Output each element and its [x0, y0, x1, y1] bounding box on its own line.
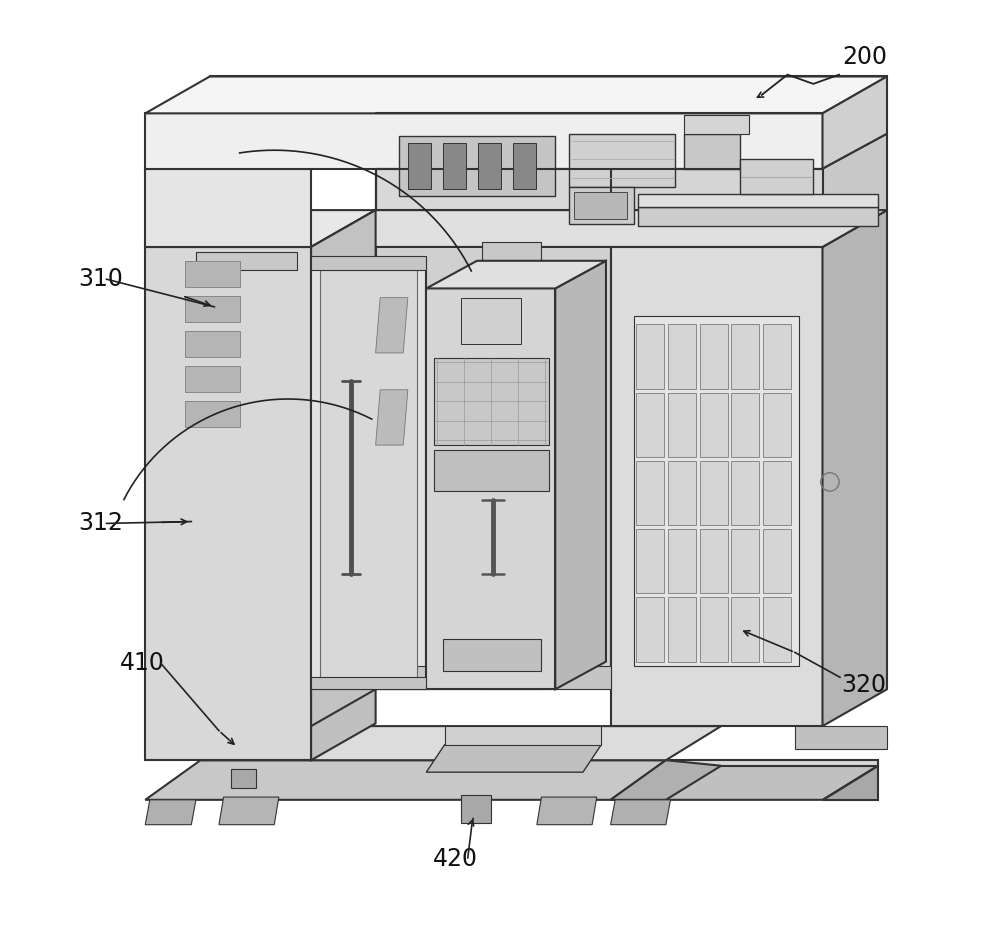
Polygon shape — [700, 529, 728, 593]
Polygon shape — [434, 358, 549, 445]
Polygon shape — [763, 324, 791, 388]
Polygon shape — [636, 529, 664, 593]
Polygon shape — [668, 597, 696, 662]
Polygon shape — [376, 389, 408, 445]
Polygon shape — [426, 744, 601, 772]
Polygon shape — [638, 194, 878, 208]
Polygon shape — [145, 113, 823, 169]
Polygon shape — [311, 256, 426, 270]
Polygon shape — [311, 678, 426, 690]
Polygon shape — [219, 797, 279, 825]
Text: 410: 410 — [120, 652, 165, 676]
Polygon shape — [185, 331, 240, 357]
Polygon shape — [445, 726, 601, 744]
Polygon shape — [763, 461, 791, 526]
Text: 200: 200 — [842, 45, 887, 70]
Polygon shape — [145, 760, 666, 800]
Polygon shape — [668, 461, 696, 526]
Polygon shape — [636, 392, 664, 457]
Polygon shape — [145, 77, 887, 113]
Polygon shape — [636, 597, 664, 662]
Polygon shape — [731, 597, 759, 662]
Text: 310: 310 — [78, 267, 123, 291]
Polygon shape — [731, 529, 759, 593]
Polygon shape — [763, 392, 791, 457]
Polygon shape — [231, 769, 256, 788]
Polygon shape — [461, 298, 521, 344]
Polygon shape — [555, 260, 606, 690]
Polygon shape — [823, 766, 878, 800]
Polygon shape — [311, 210, 887, 247]
Polygon shape — [443, 639, 541, 671]
Polygon shape — [426, 288, 555, 690]
Polygon shape — [376, 298, 408, 353]
Polygon shape — [700, 597, 728, 662]
Polygon shape — [376, 169, 611, 210]
Polygon shape — [408, 143, 431, 189]
Polygon shape — [763, 529, 791, 593]
Polygon shape — [611, 169, 823, 210]
Polygon shape — [731, 324, 759, 388]
Text: 312: 312 — [78, 512, 123, 536]
Polygon shape — [740, 159, 813, 194]
Polygon shape — [731, 461, 759, 526]
Polygon shape — [320, 270, 417, 680]
Polygon shape — [611, 247, 823, 726]
Polygon shape — [434, 450, 549, 491]
Polygon shape — [376, 667, 611, 690]
Polygon shape — [636, 324, 664, 388]
Polygon shape — [666, 760, 878, 766]
Polygon shape — [461, 795, 491, 823]
Polygon shape — [478, 143, 501, 189]
Polygon shape — [537, 797, 597, 825]
Polygon shape — [196, 251, 297, 270]
Polygon shape — [574, 192, 627, 220]
Polygon shape — [700, 461, 728, 526]
Polygon shape — [426, 260, 606, 288]
Polygon shape — [636, 461, 664, 526]
Polygon shape — [185, 260, 240, 286]
Polygon shape — [145, 247, 311, 760]
Polygon shape — [311, 210, 376, 760]
Polygon shape — [634, 316, 799, 667]
Polygon shape — [823, 133, 887, 247]
Polygon shape — [795, 726, 887, 749]
Polygon shape — [399, 136, 555, 197]
Polygon shape — [668, 529, 696, 593]
Polygon shape — [700, 392, 728, 457]
Polygon shape — [611, 760, 721, 800]
Text: 320: 320 — [841, 673, 886, 697]
Polygon shape — [823, 77, 887, 169]
Polygon shape — [311, 260, 426, 690]
Polygon shape — [376, 210, 611, 690]
Polygon shape — [668, 324, 696, 388]
Polygon shape — [513, 143, 536, 189]
Polygon shape — [763, 597, 791, 662]
Polygon shape — [700, 324, 728, 388]
Polygon shape — [145, 800, 196, 825]
Polygon shape — [185, 400, 240, 426]
Polygon shape — [569, 133, 675, 187]
Polygon shape — [185, 366, 240, 391]
Polygon shape — [482, 242, 541, 690]
Polygon shape — [569, 187, 634, 224]
Polygon shape — [145, 169, 311, 247]
Polygon shape — [611, 766, 878, 800]
Polygon shape — [201, 726, 721, 760]
Polygon shape — [145, 210, 376, 247]
Polygon shape — [638, 208, 878, 226]
Polygon shape — [823, 210, 887, 726]
Polygon shape — [684, 133, 740, 169]
Polygon shape — [611, 800, 670, 825]
Polygon shape — [311, 210, 376, 726]
Polygon shape — [668, 392, 696, 457]
Polygon shape — [731, 392, 759, 457]
Polygon shape — [443, 143, 466, 189]
Polygon shape — [185, 296, 240, 322]
Polygon shape — [684, 115, 749, 133]
Text: 420: 420 — [433, 846, 478, 870]
